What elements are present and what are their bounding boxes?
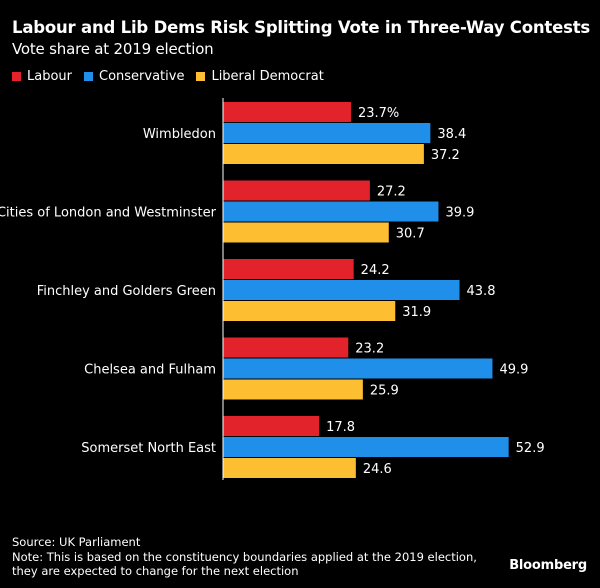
category-label-chelsea-and-fulham: Chelsea and Fulham <box>84 363 216 378</box>
legend-item-conservative: Conservative <box>84 69 184 84</box>
bloomberg-logo: Bloomberg <box>509 558 587 573</box>
legend: Labour Conservative Liberal Democrat <box>12 69 336 84</box>
chart-title: Labour and Lib Dems Risk Splitting Vote … <box>12 18 591 37</box>
value-label-liberal-democrat-somerset-north-east: 24.6 <box>363 462 392 477</box>
value-label-labour-somerset-north-east: 17.8 <box>326 420 355 435</box>
value-label-liberal-democrat-cities-of-london-and-westminster: 30.7 <box>396 227 425 242</box>
value-label-labour-wimbledon: 23.7% <box>358 106 399 121</box>
bar-labour-finchley-and-golders-green <box>223 259 354 279</box>
value-label-conservative-somerset-north-east: 52.9 <box>516 441 545 456</box>
chart-subtitle: Vote share at 2019 election <box>12 40 214 58</box>
legend-item-labour: Labour <box>12 69 72 84</box>
legend-label-labour: Labour <box>27 69 72 84</box>
bar-conservative-wimbledon <box>223 123 431 143</box>
value-label-labour-cities-of-london-and-westminster: 27.2 <box>377 185 406 200</box>
footer: Source: UK Parliament Note: This is base… <box>12 535 477 579</box>
legend-label-liberal-democrat: Liberal Democrat <box>211 69 324 84</box>
value-label-liberal-democrat-finchley-and-golders-green: 31.9 <box>402 305 431 320</box>
category-label-wimbledon: Wimbledon <box>143 127 216 142</box>
bar-labour-wimbledon <box>223 102 351 122</box>
bar-liberal-democrat-somerset-north-east <box>223 458 356 478</box>
bar-conservative-cities-of-london-and-westminster <box>223 201 439 222</box>
bar-liberal-democrat-wimbledon <box>223 144 424 164</box>
source-note: Source: UK Parliament <box>12 535 141 549</box>
bar-conservative-somerset-north-east <box>223 437 509 457</box>
footnote-line-2: they are expected to change for the next… <box>12 564 299 578</box>
value-label-conservative-wimbledon: 38.4 <box>437 127 466 142</box>
value-label-labour-chelsea-and-fulham: 23.2 <box>355 342 384 357</box>
category-label-somerset-north-east: Somerset North East <box>81 441 216 456</box>
legend-item-liberal-democrat: Liberal Democrat <box>196 69 324 84</box>
legend-swatch-conservative <box>84 72 93 81</box>
legend-swatch-liberal-democrat <box>196 72 206 81</box>
bar-labour-chelsea-and-fulham <box>223 337 349 358</box>
value-label-conservative-finchley-and-golders-green: 43.8 <box>467 284 496 299</box>
bar-liberal-democrat-cities-of-london-and-westminster <box>223 222 389 243</box>
footnote-line-1: Note: This is based on the constituency … <box>12 549 477 564</box>
bar-conservative-chelsea-and-fulham <box>223 358 493 379</box>
category-label-cities-of-london-and-westminster: Cities of London and Westminster <box>0 206 217 221</box>
bar-chart: Wimbledon 23.7% 38.4 37.2 Cities of London a… <box>0 98 545 480</box>
bar-conservative-finchley-and-golders-green <box>223 280 460 300</box>
bar-liberal-democrat-chelsea-and-fulham <box>223 379 363 400</box>
value-label-conservative-chelsea-and-fulham: 49.9 <box>499 363 528 378</box>
value-label-conservative-cities-of-london-and-westminster: 39.9 <box>445 206 474 221</box>
legend-swatch-labour <box>12 72 21 81</box>
bar-liberal-democrat-finchley-and-golders-green <box>223 301 396 321</box>
value-label-liberal-democrat-chelsea-and-fulham: 25.9 <box>370 384 399 399</box>
value-label-labour-finchley-and-golders-green: 24.2 <box>361 263 390 278</box>
bar-labour-somerset-north-east <box>223 416 320 436</box>
legend-label-conservative: Conservative <box>99 69 185 84</box>
value-label-liberal-democrat-wimbledon: 37.2 <box>431 148 460 163</box>
category-label-finchley-and-golders-green: Finchley and Golders Green <box>37 284 216 299</box>
bar-labour-cities-of-london-and-westminster <box>223 180 370 201</box>
